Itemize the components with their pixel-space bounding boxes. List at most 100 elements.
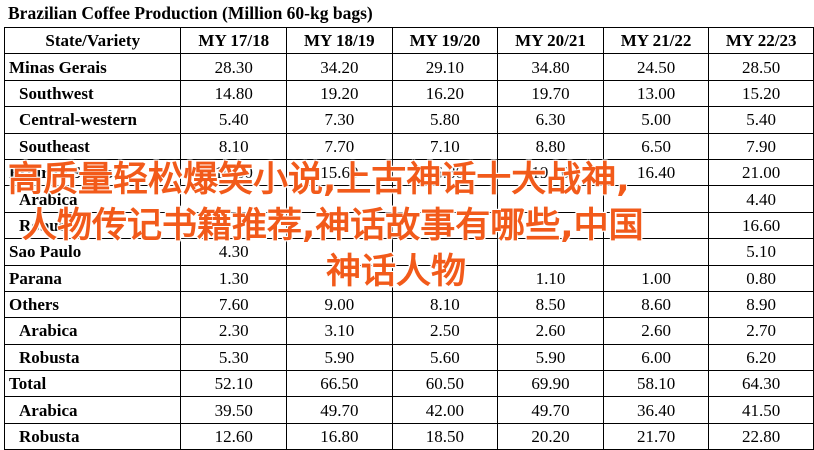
table-cell: 60.50 bbox=[391, 370, 499, 398]
table-cell: 5.60 bbox=[391, 343, 499, 372]
table-cell: 1.00 bbox=[602, 264, 710, 292]
table-cell: 36.40 bbox=[602, 396, 710, 424]
table-cell: 4.40 bbox=[708, 185, 814, 213]
table-cell bbox=[497, 238, 604, 266]
table-cell: 5.30 bbox=[180, 343, 288, 372]
row-label: Robusta bbox=[3, 343, 182, 372]
table-cell: 5.40 bbox=[708, 106, 814, 134]
row-label: Arabica bbox=[3, 317, 182, 345]
table-row: Sao Paulo 4.30 5.10 bbox=[3, 238, 814, 266]
table-cell bbox=[497, 211, 604, 240]
table-cell: 5.80 bbox=[391, 106, 499, 134]
table-row: Parana 1.30 1.10 1.00 0.80 bbox=[3, 264, 814, 292]
table-cell: 14.80 bbox=[180, 79, 288, 108]
table-cell: 64.30 bbox=[708, 370, 814, 398]
table-cell: 19.10 bbox=[497, 158, 604, 187]
column-header-my-22-23: MY 22/23 bbox=[708, 26, 814, 55]
table-cell bbox=[391, 211, 499, 240]
table-cell: 16.60 bbox=[708, 211, 814, 240]
table-cell: 19.70 bbox=[497, 79, 604, 108]
table-cell bbox=[391, 238, 499, 266]
table-cell: 16.80 bbox=[286, 422, 393, 450]
table-row: Arabica 39.50 49.70 42.00 49.70 36.40 41.50 bbox=[3, 396, 814, 424]
table-cell: 24.50 bbox=[602, 53, 710, 81]
column-header-state: State/Variety bbox=[3, 26, 182, 55]
column-header-my-17-18: MY 17/18 bbox=[180, 26, 288, 55]
row-label: Espirito Santo bbox=[3, 158, 182, 187]
table-row: Southeast 8.10 7.70 7.10 8.80 6.50 7.90 bbox=[3, 132, 814, 160]
table-title: Brazilian Coffee Production (Million 60-… bbox=[8, 3, 373, 23]
table-cell: 6.50 bbox=[602, 132, 710, 160]
table-cell: 5.40 bbox=[180, 106, 288, 134]
table-cell: 69.90 bbox=[497, 370, 604, 398]
table-cell: 9.00 bbox=[286, 290, 393, 319]
row-label: Southeast bbox=[3, 132, 182, 160]
table-cell bbox=[391, 185, 499, 213]
table-cell: 2.30 bbox=[180, 317, 288, 345]
table-row: Arabica 4.40 bbox=[3, 185, 814, 213]
table-cell bbox=[602, 238, 710, 266]
row-label: Sao Paulo bbox=[3, 238, 182, 266]
table-cell: 5.00 bbox=[602, 106, 710, 134]
table-row: Robusta 5.30 5.90 5.60 5.90 6.00 6.20 bbox=[3, 343, 814, 372]
table-row: Central-western 5.40 7.30 5.80 6.30 5.00 5.40 bbox=[3, 106, 814, 134]
table-cell: 8.10 bbox=[391, 290, 499, 319]
column-header-my-21-22: MY 21/22 bbox=[602, 26, 710, 55]
table-cell: 15.60 bbox=[286, 158, 393, 187]
column-header-my-19-20: MY 19/20 bbox=[391, 26, 499, 55]
table-cell bbox=[286, 185, 393, 213]
row-label: Arabica bbox=[3, 396, 182, 424]
table-cell bbox=[497, 185, 604, 213]
table-cell: 52.10 bbox=[180, 370, 288, 398]
table-cell: 34.20 bbox=[286, 53, 393, 81]
table-cell bbox=[180, 185, 288, 213]
table-cell bbox=[602, 185, 710, 213]
table-cell: 18.50 bbox=[391, 422, 499, 450]
table-cell: 10.60 bbox=[180, 158, 288, 187]
table-cell: 5.90 bbox=[497, 343, 604, 372]
table-cell: 1.10 bbox=[497, 264, 604, 292]
table-row: Arabica 2.30 3.10 2.50 2.60 2.60 2.70 bbox=[3, 317, 814, 345]
table-cell: 15.20 bbox=[708, 79, 814, 108]
table-cell: 49.70 bbox=[286, 396, 393, 424]
table-cell: 7.70 bbox=[286, 132, 393, 160]
table-cell: 34.80 bbox=[497, 53, 604, 81]
table-cell bbox=[602, 211, 710, 240]
table-cell: 2.60 bbox=[602, 317, 710, 345]
table-cell: 21.70 bbox=[602, 422, 710, 450]
table-cell: 6.00 bbox=[602, 343, 710, 372]
table-row: Robusta 12.60 16.80 18.50 20.20 21.70 22.80 bbox=[3, 422, 814, 450]
row-label: Total bbox=[3, 370, 182, 398]
table-cell: 2.70 bbox=[708, 317, 814, 345]
table-cell: 7.90 bbox=[708, 132, 814, 160]
table-cell bbox=[286, 264, 393, 292]
table-cell: 7.10 bbox=[391, 132, 499, 160]
table-cell: 6.30 bbox=[497, 106, 604, 134]
table-cell: 8.80 bbox=[497, 132, 604, 160]
table-row: Others 7.60 9.00 8.10 8.50 8.60 8.90 bbox=[3, 290, 814, 319]
table-cell: 16.80 bbox=[391, 158, 499, 187]
table-cell: 42.00 bbox=[391, 396, 499, 424]
table-cell: 8.90 bbox=[708, 290, 814, 319]
table-body: Minas Gerais 28.30 34.20 29.10 34.80 24.50 28.… bbox=[3, 53, 814, 450]
table-cell: 16.40 bbox=[602, 158, 710, 187]
table-cell: 12.60 bbox=[180, 422, 288, 450]
row-label: Robusta bbox=[3, 211, 182, 240]
table-row: Espirito Santo 10.60 15.60 16.80 19.10 16.40 2… bbox=[3, 158, 814, 187]
table-cell bbox=[180, 211, 288, 240]
table-cell: 3.10 bbox=[286, 317, 393, 345]
table-row: Minas Gerais 28.30 34.20 29.10 34.80 24.50 28.… bbox=[3, 53, 814, 81]
table-cell: 22.80 bbox=[708, 422, 814, 450]
table-cell: 28.30 bbox=[180, 53, 288, 81]
table-cell: 28.50 bbox=[708, 53, 814, 81]
row-label: Parana bbox=[3, 264, 182, 292]
table-cell: 1.30 bbox=[180, 264, 288, 292]
table-cell: 8.50 bbox=[497, 290, 604, 319]
table-row: Robusta 16.60 bbox=[3, 211, 814, 240]
table-cell: 29.10 bbox=[391, 53, 499, 81]
table-cell: 20.20 bbox=[497, 422, 604, 450]
table-cell: 21.00 bbox=[708, 158, 814, 187]
table-cell: 0.80 bbox=[708, 264, 814, 292]
table-cell: 39.50 bbox=[180, 396, 288, 424]
table-cell: 5.90 bbox=[286, 343, 393, 372]
